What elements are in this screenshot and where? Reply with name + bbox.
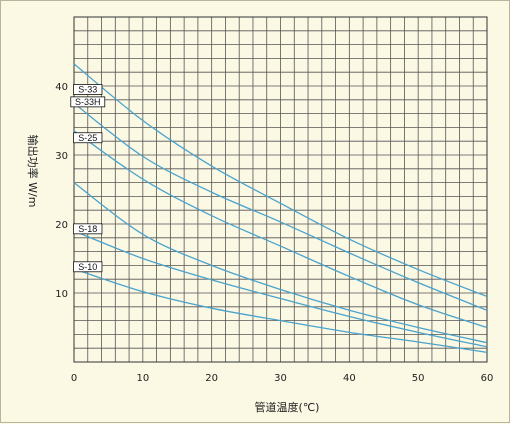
x-axis-title: 管道温度(℃) <box>255 400 320 414</box>
series-label-text: S-18 <box>78 224 97 234</box>
series-line <box>73 182 488 344</box>
y-axis-title: 输出功率 W/m <box>26 135 40 208</box>
series-label-box <box>73 132 103 144</box>
series-line <box>73 130 488 329</box>
grid <box>74 17 487 362</box>
series-line <box>73 230 488 348</box>
y-tick-label: 10 <box>55 289 68 300</box>
series-lines <box>73 63 488 353</box>
series-label-s-18: S-18 <box>73 223 103 235</box>
x-axis-ticks: 0 10 20 30 40 50 60 <box>71 373 494 384</box>
series-label-text: S-33 <box>78 85 97 95</box>
x-tick-label: 30 <box>274 373 287 384</box>
series-label-s-25: S-25 <box>73 132 103 144</box>
series-label-box <box>73 84 103 95</box>
x-tick-label: 40 <box>343 373 356 384</box>
series-line <box>73 102 488 311</box>
y-axis-ticks: 10 20 30 40 <box>55 82 68 300</box>
x-tick-label: 50 <box>412 373 425 384</box>
series-labels: S-33 S-33H S-25 S-18 S-10 <box>70 84 106 273</box>
series-label-text: S-25 <box>78 133 97 143</box>
x-tick-label: 0 <box>71 373 77 384</box>
series-label-box <box>73 261 103 273</box>
series-line <box>73 63 488 298</box>
x-tick-label: 60 <box>481 373 494 384</box>
y-tick-label: 30 <box>55 151 68 162</box>
plot-border <box>73 16 488 363</box>
y-tick-label: 40 <box>55 82 68 93</box>
series-label-s-33h: S-33H <box>70 96 106 108</box>
series-label-text: S-10 <box>78 262 97 272</box>
series-label-box <box>73 223 103 235</box>
series-line <box>73 268 488 353</box>
series-label-box <box>70 96 106 108</box>
x-tick-label: 20 <box>205 373 218 384</box>
series-label-s-33: S-33 <box>73 84 103 95</box>
series-label-s-10: S-10 <box>73 261 103 273</box>
y-tick-label: 20 <box>55 220 68 231</box>
x-tick-label: 10 <box>136 373 149 384</box>
series-label-text: S-33H <box>75 97 101 107</box>
